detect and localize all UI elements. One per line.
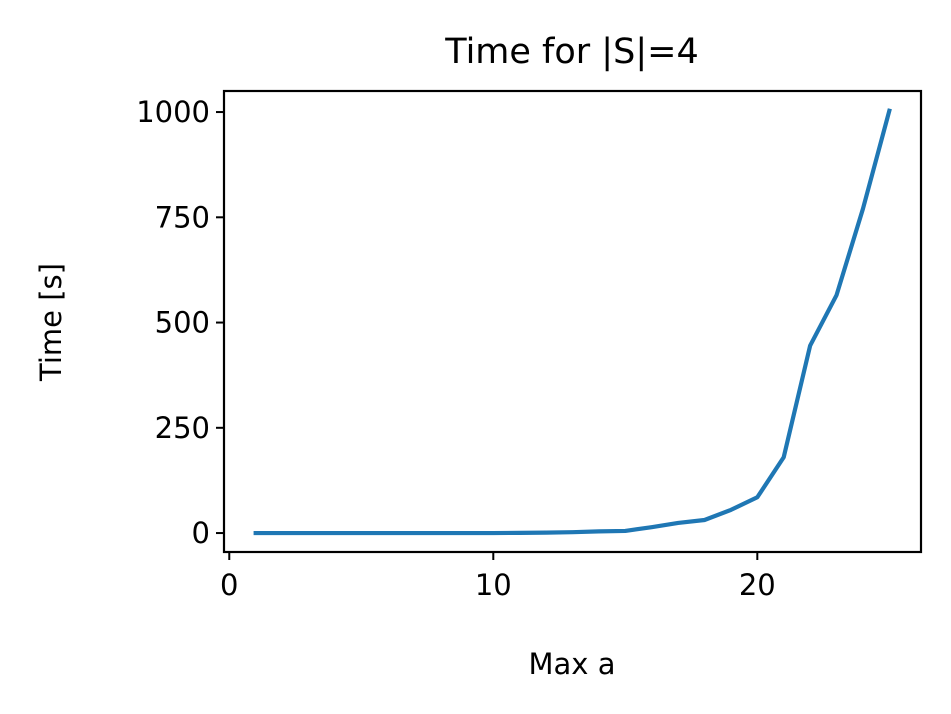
x-tick-label: 20 (739, 568, 776, 602)
y-tick-label: 250 (155, 411, 210, 445)
y-axis-ticks: 0 250 500 750 1000 (136, 95, 224, 550)
x-axis-label: Max a (529, 647, 616, 681)
x-tick-label: 0 (220, 568, 238, 602)
y-tick-label: 0 (192, 516, 210, 550)
plot-area (222, 89, 923, 554)
y-tick-label: 500 (155, 306, 210, 340)
series-line-1 (253, 108, 892, 536)
series-layer (253, 108, 892, 536)
y-tick-label: 1000 (136, 95, 210, 129)
plot-frame (222, 89, 923, 554)
x-tick-label: 10 (475, 568, 512, 602)
y-axis-label: Time [s] (34, 263, 68, 382)
x-axis-ticks: 0 10 20 (220, 552, 776, 602)
chart-title: Time for |S|=4 (444, 32, 698, 72)
y-tick-label: 750 (155, 200, 210, 234)
